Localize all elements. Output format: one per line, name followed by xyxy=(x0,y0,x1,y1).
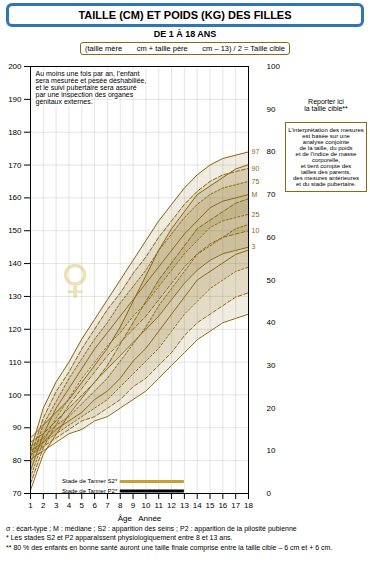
svg-text:80: 80 xyxy=(13,456,22,465)
svg-text:50: 50 xyxy=(267,276,276,285)
svg-text:7: 7 xyxy=(105,501,110,510)
html-text:TAILLE (CM) ET POIDS (KG) DES: TAILLE (CM) ET POIDS (KG) DES FILLES xyxy=(78,9,292,21)
svg-text:90: 90 xyxy=(267,105,276,114)
svg-text:120: 120 xyxy=(8,325,22,334)
svg-text:25: 25 xyxy=(252,211,260,218)
svg-text:20: 20 xyxy=(267,404,276,413)
svg-text:Au moins une fois par an, l’en: Au moins une fois par an, l’enfantsera m… xyxy=(36,70,147,106)
svg-text:15: 15 xyxy=(206,501,215,510)
html-text:(taille mère cm + taille père: (taille mère cm + taille père cm – 13) /… xyxy=(85,44,285,53)
svg-text:8: 8 xyxy=(118,501,123,510)
html-text:** 80 % des enfants en bonne s: ** 80 % des enfants en bonne santé auron… xyxy=(6,543,333,551)
svg-text:4: 4 xyxy=(67,501,72,510)
svg-text:140: 140 xyxy=(8,259,22,268)
svg-text:13: 13 xyxy=(180,501,189,510)
svg-text:180: 180 xyxy=(8,128,22,137)
svg-text:200: 200 xyxy=(8,62,22,71)
svg-text:Stade de Tanner P2*: Stade de Tanner P2* xyxy=(62,488,118,494)
svg-text:70: 70 xyxy=(13,489,22,498)
svg-text:Âge Année: Âge Année xyxy=(118,514,162,523)
svg-text:60: 60 xyxy=(267,233,276,242)
svg-text:170: 170 xyxy=(8,161,22,170)
svg-text:160: 160 xyxy=(8,193,22,202)
html-text:* Les stades S2 et P2 apparaîs: * Les stades S2 et P2 apparaîssent physi… xyxy=(6,534,233,542)
html-text:σ : écart-type ; M : médiane ;: σ : écart-type ; M : médiane ; S2 : appa… xyxy=(6,525,297,532)
svg-text:18: 18 xyxy=(244,501,253,510)
svg-text:100: 100 xyxy=(8,391,22,400)
svg-text:M: M xyxy=(252,191,258,198)
svg-text:10: 10 xyxy=(267,446,276,455)
html-text:Reporter ici la taille cible**: Reporter ici la taille cible** xyxy=(304,98,348,112)
svg-text:110: 110 xyxy=(9,358,22,367)
svg-text:97: 97 xyxy=(252,148,260,155)
html-text:L'interprétation des mesures e: L'interprétation des mesures est basée s… xyxy=(288,127,364,187)
svg-text:40: 40 xyxy=(267,318,276,327)
svg-text:3: 3 xyxy=(252,243,256,250)
svg-text:12: 12 xyxy=(167,501,176,510)
svg-text:190: 190 xyxy=(8,95,22,104)
svg-text:10: 10 xyxy=(141,501,150,510)
svg-text:100: 100 xyxy=(267,62,281,71)
svg-text:10: 10 xyxy=(252,227,260,234)
svg-text:30: 30 xyxy=(267,361,276,370)
svg-text:0: 0 xyxy=(267,489,272,498)
svg-text:9: 9 xyxy=(131,501,136,510)
svg-text:17: 17 xyxy=(231,501,240,510)
svg-text:150: 150 xyxy=(8,226,22,235)
svg-text:6: 6 xyxy=(92,501,97,510)
svg-text:2: 2 xyxy=(41,501,46,510)
svg-text:90: 90 xyxy=(252,165,260,172)
svg-text:16: 16 xyxy=(218,501,227,510)
svg-text:75: 75 xyxy=(252,178,260,185)
svg-text:130: 130 xyxy=(8,292,22,301)
svg-text:14: 14 xyxy=(193,501,202,510)
svg-text:70: 70 xyxy=(267,190,276,199)
svg-text:1: 1 xyxy=(28,501,33,510)
svg-text:Stade de Tanner S2*: Stade de Tanner S2* xyxy=(62,478,118,484)
svg-text:♀: ♀ xyxy=(61,256,90,302)
svg-text:3: 3 xyxy=(54,501,59,510)
svg-text:5: 5 xyxy=(80,501,85,510)
svg-text:90: 90 xyxy=(13,423,22,432)
svg-text:11: 11 xyxy=(155,501,164,510)
svg-text:80: 80 xyxy=(267,147,276,156)
html-text:DE 1 À 18 ANS: DE 1 À 18 ANS xyxy=(153,29,217,39)
